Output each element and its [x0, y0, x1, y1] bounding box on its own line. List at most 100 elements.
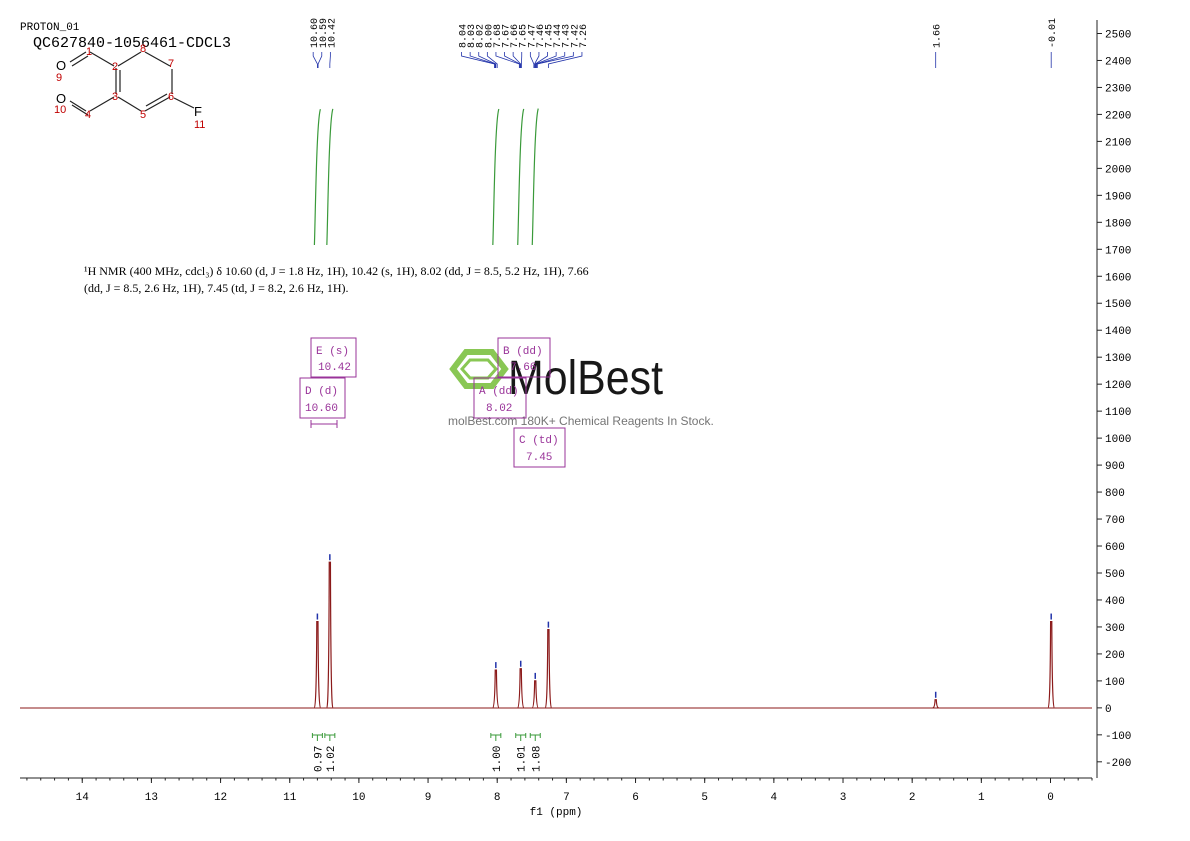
multiplet-name: C (td): [519, 435, 559, 447]
atom-number: 11: [194, 119, 205, 131]
x-tick-label: 4: [771, 792, 778, 804]
y-tick-label: -200: [1105, 758, 1131, 770]
x-tick-label: 8: [494, 792, 501, 804]
peak-label-line: [534, 52, 540, 68]
integral-curve: [531, 108, 539, 246]
y-tick-label: 100: [1105, 677, 1125, 689]
x-tick-label: 7: [563, 792, 570, 804]
peak-label: 10.59: [319, 18, 330, 48]
integral-bracket: [311, 733, 323, 741]
y-tick-label: 1200: [1105, 380, 1131, 392]
peak-label-line: [312, 52, 318, 68]
y-tick-label: 1500: [1105, 299, 1131, 311]
y-tick-label: 700: [1105, 515, 1125, 527]
peak: [517, 668, 525, 709]
peak-label-line: [534, 52, 548, 68]
watermark-tagline: molBest.com 180K+ Chemical Reagents In S…: [448, 414, 714, 428]
peak-label-line: [478, 52, 497, 68]
x-tick-label: 0: [1047, 792, 1054, 804]
multiplet-shift: 7.66: [510, 362, 536, 374]
multiplet-shift: 8.02: [486, 403, 512, 415]
peak-label: 7.67: [502, 24, 513, 48]
peak-label: 8.04: [459, 24, 470, 48]
peak-label-line: [529, 52, 535, 68]
peak: [1047, 620, 1055, 709]
atom-number: 7: [168, 58, 174, 70]
peak: [313, 620, 321, 709]
integral-bracket: [490, 733, 502, 741]
peak-label-line: [495, 52, 520, 68]
peak-label: 7.46: [536, 24, 547, 48]
peak-label: 7.66: [510, 24, 521, 48]
x-tick-label: 13: [145, 792, 158, 804]
peak-label: 8.03: [467, 24, 478, 48]
watermark-brand: MolBest: [508, 352, 663, 405]
integral-label: 1.02: [326, 746, 338, 772]
atom-number: 3: [112, 91, 118, 103]
x-tick-label: 12: [214, 792, 227, 804]
peak: [932, 699, 939, 709]
peak: [544, 629, 552, 709]
x-axis-label: f1 (ppm): [530, 807, 583, 819]
structure-bonds: [69, 51, 195, 116]
y-tick-label: 900: [1105, 461, 1125, 473]
multiplets: E (s) 10.42 D (d) 10.60 B (dd) 7.66 A (d…: [299, 337, 566, 468]
peak: [492, 669, 500, 709]
x-tick-label: 14: [76, 792, 90, 804]
x-tick-label: 2: [909, 792, 916, 804]
atom-number: 8: [140, 43, 146, 55]
peak-label: 1.66: [933, 24, 944, 48]
chart-title: PROTON_01: [20, 22, 80, 34]
peak-label: 10.60: [310, 18, 321, 48]
atom-number: 6: [168, 91, 174, 103]
peak-label-line: [469, 52, 496, 68]
x-tick-label: 9: [425, 792, 432, 804]
multiplet-name: A (dd): [479, 386, 519, 398]
peak-label: 7.43: [562, 24, 573, 48]
x-tick-label: 3: [840, 792, 847, 804]
description: ¹H NMR (400 MHz, cdcl₃) δ 10.60 (d, J = …: [84, 264, 589, 278]
x-tick-label: 5: [701, 792, 708, 804]
multiplet-name: D (d): [305, 386, 338, 398]
y-tick-label: 2100: [1105, 137, 1131, 149]
y-tick-label: 1800: [1105, 218, 1131, 230]
y-tick-label: 1000: [1105, 434, 1131, 446]
peak-label-line: [535, 52, 557, 68]
y-tick-label: 800: [1105, 488, 1125, 500]
atom-number: 2: [112, 61, 118, 73]
atom-number: 1: [86, 46, 92, 58]
multiplet-shift: 7.45: [526, 452, 552, 464]
atom-number: 10: [54, 104, 66, 116]
peak-label-line: [461, 52, 495, 68]
peak-label-line: [329, 52, 331, 68]
x-tick-label: 11: [283, 792, 297, 804]
peak: [326, 561, 334, 709]
y-tick-label: 2500: [1105, 29, 1131, 41]
y-tick-label: 300: [1105, 623, 1125, 635]
multiplet-name: B (dd): [503, 346, 543, 358]
peak-label-line: [536, 52, 566, 68]
peak-label-line: [547, 52, 583, 68]
peak-label: 8.02: [476, 24, 487, 48]
peak-label: 7.45: [545, 24, 556, 48]
y-tick-label: 1100: [1105, 407, 1131, 419]
peak-label-line: [317, 52, 323, 68]
peak-label: 7.65: [519, 24, 530, 48]
chart-subtitle: QC627840-1056461-CDCL3: [33, 35, 231, 52]
y-tick-label: 1700: [1105, 245, 1131, 257]
x-tick-label: 1: [978, 792, 985, 804]
peak-label: -0.01: [1048, 18, 1059, 48]
peak-label: 7.68: [493, 24, 504, 48]
x-tick-label: 10: [352, 792, 365, 804]
structure: O O F 1 2 3 4 5 6 7 8 9 10 11: [54, 43, 205, 131]
y-tick-label: 2400: [1105, 56, 1131, 68]
multiplet-name: E (s): [316, 346, 349, 358]
atom: O: [56, 91, 66, 106]
integral-bracket: [515, 733, 527, 741]
peak-label: 7.44: [553, 24, 564, 48]
peak-label: 7.42: [570, 24, 581, 48]
peak-label: 10.42: [327, 18, 338, 48]
y-tick-label: 2000: [1105, 164, 1131, 176]
peak: [531, 680, 539, 709]
